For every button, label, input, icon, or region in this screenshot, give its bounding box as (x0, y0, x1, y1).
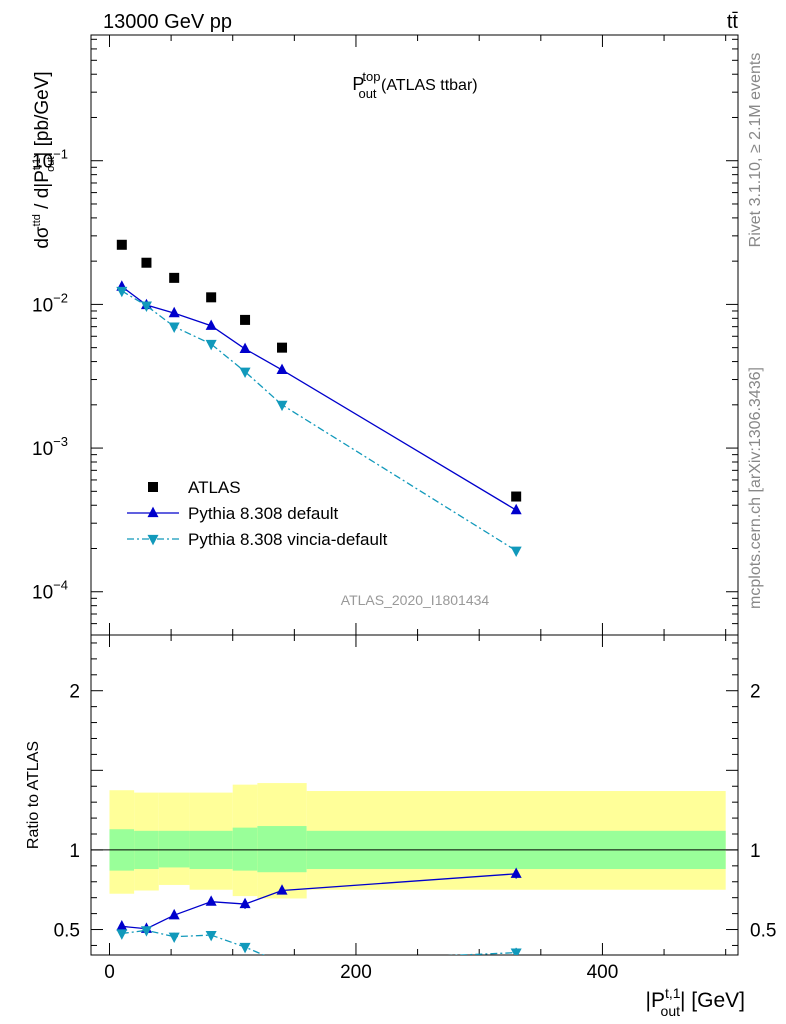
ratio-series (116, 867, 522, 969)
y-tick-label: 10−2 (32, 290, 68, 316)
x-tick-label: 400 (587, 962, 619, 983)
data-point (276, 363, 288, 375)
main-series (116, 239, 522, 558)
data-point (168, 306, 180, 318)
ratio-series-line (121, 929, 517, 955)
ratio-y-tick-label-right: 1 (750, 841, 761, 862)
data-point (510, 503, 522, 515)
ratio-point (205, 930, 217, 942)
ratio-point (116, 929, 128, 940)
legend-marker (147, 534, 159, 546)
data-point (240, 314, 251, 325)
x-tick-label: 0 (104, 962, 115, 983)
rivet-label: Rivet 3.1.10, ≥ 2.1M events (747, 53, 764, 248)
ratio-point (205, 895, 217, 906)
data-point (239, 342, 251, 354)
y-tick-label: 10−1 (32, 147, 68, 173)
ratio-y-axis-label: Ratio to ATLAS (25, 741, 42, 849)
data-point (510, 546, 522, 558)
ratio-y-tick-label-right: 2 (750, 682, 761, 703)
data-point (168, 322, 180, 333)
x-axis-label: |Pt,1 out| [GeV] (646, 985, 746, 1019)
data-point (239, 367, 251, 379)
analysis-watermark: ATLAS_2020_I1801434 (341, 592, 490, 608)
ratio-point (168, 932, 180, 944)
inner-band-bin (257, 826, 307, 873)
legend-marker (148, 482, 158, 492)
data-point (511, 491, 522, 502)
ratio-point (276, 884, 288, 895)
ratio-panel-frame (90, 634, 739, 956)
ratio-y-tick-label-left: 0.5 (54, 921, 80, 942)
inner-band-bin (232, 827, 258, 871)
mcplots-label: mcplots.cern.ch [arXiv:1306.3436] (747, 367, 764, 609)
ratio-y-tick-label-left: 2 (69, 682, 80, 703)
ratio-point (510, 948, 522, 955)
energy-label: 13000 GeV pp (103, 11, 232, 33)
data-point (116, 286, 128, 298)
series-line (121, 286, 517, 511)
data-point (140, 301, 152, 312)
data-point (141, 257, 152, 268)
axis-tick-labels: 0 200 400 10−1 10−2 10−3 10−4 0.5 0.5 1 1 2 2 (32, 147, 776, 983)
process-label: tt̄ (727, 11, 739, 33)
y-tick-label: 10−4 (32, 578, 68, 604)
axis-ticks (91, 35, 738, 955)
data-point (169, 272, 180, 283)
legend: ATLAS Pythia 8.308 default Pythia 8.308 vi… (127, 478, 388, 549)
data-point (276, 400, 288, 412)
legend-label: Pythia 8.308 vincia-default (188, 530, 388, 549)
inner-band-bin (158, 830, 190, 868)
data-point (205, 319, 217, 330)
ratio-y-tick-label-right: 0.5 (750, 921, 776, 942)
ratio-point (277, 959, 288, 969)
main-y-axis-label: dσttd / d|Pt,1 out| [pb/GeV] (31, 71, 57, 248)
ratio-point (140, 926, 152, 937)
data-point (205, 339, 217, 351)
ratio-point (510, 867, 522, 878)
data-point (206, 292, 217, 303)
ratio-point (239, 942, 251, 954)
x-tick-label: 200 (340, 962, 372, 983)
legend-label: ATLAS (188, 478, 241, 497)
plot-title: Ptop out (ATLAS ttbar) (352, 69, 477, 101)
data-point (116, 239, 127, 250)
ratio-point (239, 897, 251, 909)
ratio-y-tick-label-left: 1 (69, 841, 80, 862)
y-tick-label: 10−3 (32, 434, 68, 460)
legend-label: Pythia 8.308 default (188, 504, 339, 523)
ratio-point (168, 908, 180, 920)
ratio-point (116, 920, 128, 931)
legend-marker (147, 506, 159, 518)
data-point (277, 342, 288, 353)
